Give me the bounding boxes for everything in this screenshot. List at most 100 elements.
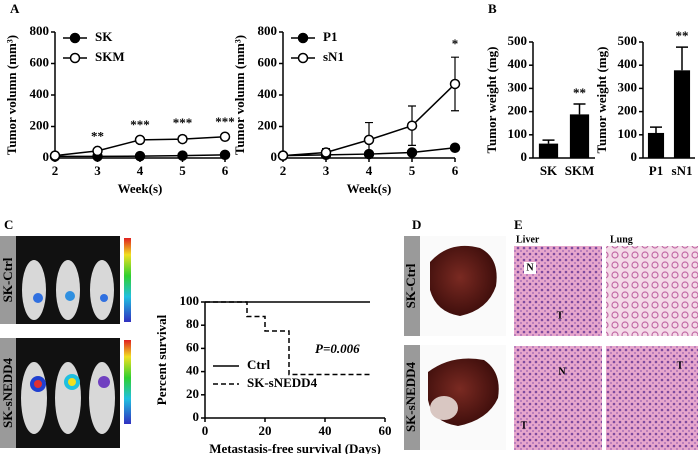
legend-label: P1: [323, 29, 337, 44]
marker: [320, 147, 332, 158]
x-tick-label: 6: [222, 163, 229, 178]
bar: [538, 143, 559, 158]
y-tick-label: 300: [618, 79, 638, 94]
x-tick-label: 2: [280, 163, 287, 178]
annotation: **: [573, 85, 586, 100]
tissue-label: Liver: [516, 234, 540, 245]
legend-marker: [69, 32, 81, 44]
x-tick-label: SKM: [565, 163, 595, 178]
marker: [277, 150, 289, 161]
bar: [647, 132, 665, 158]
legend-label: sN1: [323, 49, 344, 64]
x-tick-label: 5: [179, 163, 186, 178]
marker: [219, 149, 231, 161]
y-tick-label: 400: [508, 56, 528, 71]
marker: [134, 150, 146, 162]
x-tick-label: 3: [94, 163, 101, 178]
y-tick-label: 300: [508, 79, 528, 94]
y-tick-label: 800: [258, 23, 278, 38]
liver-panel: SK-Ctrl SK-sNEDD4: [403, 236, 506, 450]
tissue-label: Lung: [610, 234, 633, 245]
region-label: T: [677, 360, 684, 371]
survival-curve: [205, 301, 370, 376]
x-tick-label: 0: [202, 423, 209, 438]
bar: [673, 70, 691, 158]
error-bar: [650, 126, 662, 133]
region-label: T: [557, 310, 564, 321]
marker: [177, 150, 188, 161]
legend-marker: [69, 52, 81, 64]
region-label: N: [526, 262, 534, 273]
row-label: SK-Ctrl: [403, 263, 418, 308]
x-tick-label: 2: [52, 163, 59, 178]
marker: [49, 150, 61, 161]
panel-label: D: [412, 217, 421, 232]
y-tick-label: 0: [271, 149, 278, 164]
marker: [449, 78, 461, 90]
row-label: SK-sNEDD4: [0, 357, 15, 428]
y-tick-label: 500: [508, 33, 528, 48]
y-tick-label: 200: [618, 103, 638, 118]
legend-label: SK: [95, 29, 113, 44]
marker: [406, 147, 418, 158]
y-axis-label: Tumor weight (mg): [594, 47, 609, 154]
legend-marker: [297, 32, 309, 44]
panel-label: B: [488, 1, 497, 16]
y-axis-label: Tumor volumn (mm³): [4, 35, 19, 155]
x-tick-label: 5: [409, 163, 416, 178]
imaging-panel: SK-Ctrl SK-sNEDD4: [0, 236, 131, 448]
y-tick-label: 200: [508, 103, 528, 118]
y-tick-label: 600: [258, 54, 278, 69]
annotation: ***: [130, 117, 150, 132]
x-tick-label: 4: [366, 163, 373, 178]
region-label: T: [521, 420, 528, 431]
error-bar: [676, 46, 688, 71]
x-tick-label: 60: [379, 423, 392, 438]
panel-label: C: [4, 217, 13, 232]
x-tick-label: 3: [323, 163, 330, 178]
bar: [569, 114, 590, 158]
marker: [449, 142, 461, 154]
y-tick-label: 0: [521, 149, 528, 164]
annotation: ***: [173, 115, 193, 130]
histology-panel: Liver Lung N T T N T: [514, 234, 698, 450]
marker: [406, 120, 418, 131]
y-tick-label: 0: [43, 149, 50, 164]
y-tick-label: 0: [193, 409, 200, 424]
y-tick-label: 100: [180, 293, 200, 308]
annotation: **: [91, 129, 104, 144]
y-axis-label: Tumor volumn (mm³): [232, 35, 247, 155]
y-tick-label: 60: [186, 339, 199, 354]
row-label: SK-sNEDD4: [403, 361, 418, 432]
y-tick-label: 100: [618, 126, 638, 141]
y-tick-label: 400: [30, 86, 50, 101]
error-bar: [573, 103, 586, 115]
y-tick-label: 200: [258, 117, 278, 132]
x-tick-label: 6: [452, 163, 459, 178]
x-tick-label: 20: [259, 423, 272, 438]
error-bar: [542, 139, 555, 144]
x-tick-label: 4: [137, 163, 144, 178]
marker: [134, 134, 146, 146]
region-label: N: [558, 366, 566, 377]
x-tick-label: 40: [319, 423, 332, 438]
y-tick-label: 40: [186, 363, 199, 378]
panel-label: A: [10, 1, 20, 16]
y-tick-label: 800: [30, 23, 50, 38]
annotation: ***: [215, 114, 235, 129]
marker: [177, 133, 188, 145]
y-tick-label: 600: [30, 54, 50, 69]
annotation: P=0.006: [315, 341, 360, 356]
legend-marker: [297, 52, 309, 64]
y-axis-label: Tumor weight (mg): [484, 47, 499, 154]
legend-label: SK-sNEDD4: [247, 375, 318, 390]
y-tick-label: 400: [618, 56, 638, 71]
annotation: *: [452, 36, 459, 51]
marker: [363, 134, 375, 146]
marker: [219, 131, 231, 142]
y-tick-label: 500: [618, 33, 638, 48]
y-tick-label: 80: [186, 316, 199, 331]
y-tick-label: 0: [631, 149, 638, 164]
panel-label: E: [514, 217, 523, 232]
